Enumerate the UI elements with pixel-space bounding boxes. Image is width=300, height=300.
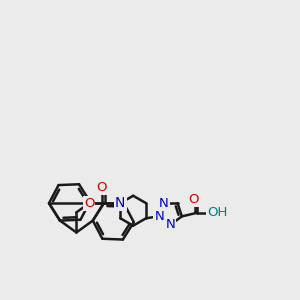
Text: N: N bbox=[159, 196, 169, 210]
Text: O: O bbox=[84, 197, 94, 210]
Text: O: O bbox=[189, 193, 199, 206]
Text: N: N bbox=[154, 210, 164, 223]
Text: N: N bbox=[115, 196, 125, 210]
Text: OH: OH bbox=[207, 206, 228, 219]
Text: O: O bbox=[96, 181, 106, 194]
Text: N: N bbox=[166, 218, 176, 231]
